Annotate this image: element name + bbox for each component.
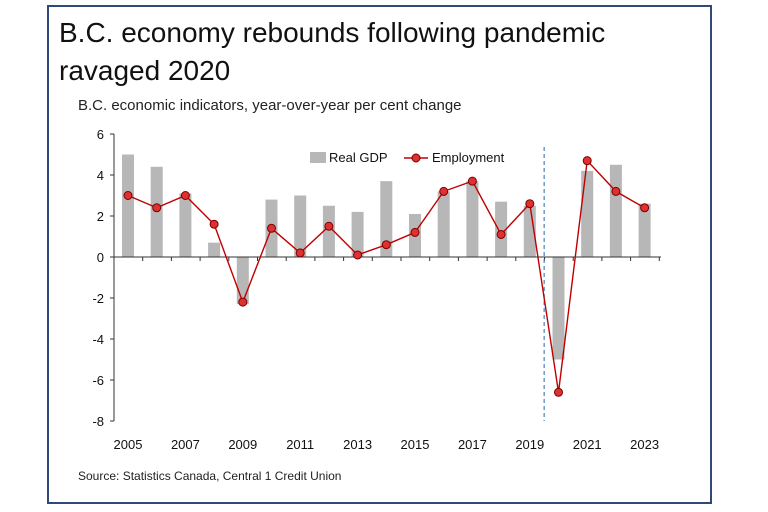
- point-employment-2012: [324, 221, 334, 231]
- bar-real-gdp-2019: [523, 205, 536, 257]
- x-tick-label: 2009: [228, 437, 257, 452]
- y-tick-label: -8: [92, 414, 104, 429]
- y-tick-label: -2: [92, 291, 104, 306]
- point-employment-2014: [381, 240, 391, 250]
- point-employment-2007: [180, 191, 190, 200]
- bar-real-gdp-2018: [495, 201, 508, 257]
- point-employment-2008: [209, 219, 219, 229]
- point-employment-2023: [640, 203, 650, 213]
- y-tick-label: -6: [92, 373, 104, 388]
- point-employment-2020: [554, 387, 563, 397]
- legend-label-real-gdp: Real GDP: [329, 150, 388, 165]
- bar-real-gdp-2008: [208, 242, 221, 257]
- x-tick-label: 2007: [171, 437, 200, 452]
- bar-real-gdp-2017: [466, 181, 479, 257]
- x-tick-label: 2013: [343, 437, 372, 452]
- point-employment-2018: [496, 229, 506, 239]
- y-tick-label: 0: [97, 250, 104, 265]
- y-tick-label: 6: [97, 127, 104, 142]
- y-tick-label: -4: [92, 332, 104, 347]
- point-employment-2015: [410, 227, 420, 237]
- chart-source: Source: Statistics Canada, Central 1 Cre…: [78, 469, 342, 483]
- bar-real-gdp-2009: [236, 257, 249, 305]
- bar-real-gdp-2013: [351, 211, 364, 257]
- legend-swatch-real-gdp: [310, 152, 326, 163]
- bar-real-gdp-2020: [552, 257, 565, 360]
- bar-real-gdp-2005: [122, 154, 134, 257]
- bar-real-gdp-2011: [294, 195, 307, 257]
- bar-real-gdp-2007: [179, 193, 192, 257]
- x-tick-label: 2015: [401, 437, 430, 452]
- bar-real-gdp-2022: [609, 164, 622, 257]
- chart-title: B.C. economy rebounds following pandemic…: [59, 17, 606, 86]
- y-tick-label: 2: [97, 209, 104, 224]
- chart-subtitle: B.C. economic indicators, year-over-year…: [78, 97, 462, 114]
- legend-marker-employment: [411, 153, 421, 163]
- bar-real-gdp-2014: [380, 181, 393, 257]
- legend-label-employment: Employment: [432, 150, 505, 165]
- x-tick-label: 2019: [515, 437, 544, 452]
- x-tick-label: 2021: [573, 437, 602, 452]
- x-tick-label: 2011: [286, 437, 314, 452]
- bar-real-gdp-2012: [322, 205, 335, 257]
- point-employment-2016: [439, 186, 449, 196]
- bar-real-gdp-2016: [437, 191, 450, 257]
- point-employment-2006: [152, 203, 162, 213]
- bar-real-gdp-2021: [581, 170, 594, 257]
- point-employment-2010: [267, 223, 276, 233]
- point-employment-2013: [353, 250, 363, 260]
- bar-real-gdp-2023: [638, 203, 651, 257]
- x-tick-label: 2023: [630, 437, 659, 452]
- point-employment-2005: [123, 191, 133, 200]
- point-employment-2021: [582, 156, 592, 166]
- x-tick-label: 2017: [458, 437, 487, 452]
- point-employment-2009: [238, 297, 248, 307]
- y-tick-label: 4: [97, 168, 104, 183]
- point-employment-2017: [467, 176, 477, 186]
- point-employment-2019: [525, 199, 535, 209]
- point-employment-2011: [295, 248, 305, 258]
- x-tick-label: 2005: [114, 437, 143, 452]
- point-employment-2022: [611, 186, 621, 196]
